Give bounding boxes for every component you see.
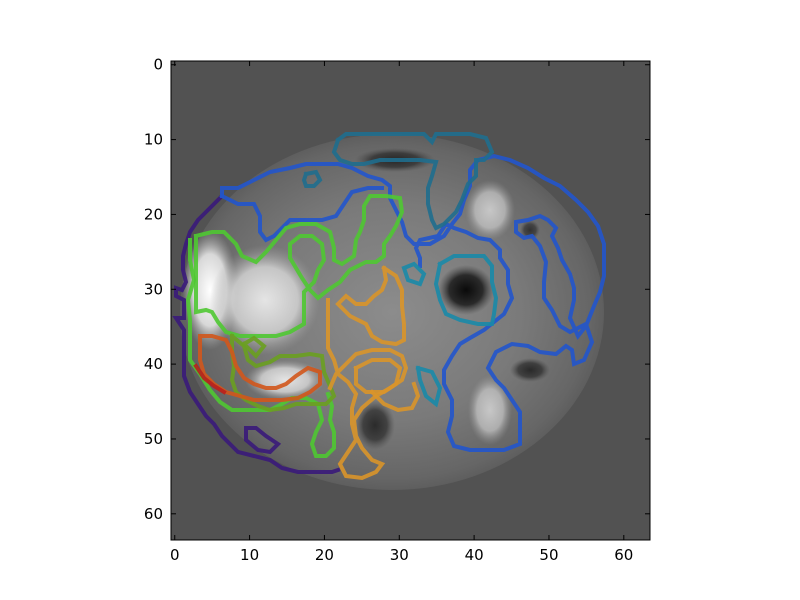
- olive-contour: [229, 333, 337, 413]
- y-tick-label: 10: [144, 131, 163, 149]
- red-contour: [193, 363, 227, 395]
- blue-contour-2: [219, 186, 384, 243]
- green-contour: [193, 194, 405, 338]
- x-tick-label: 0: [170, 546, 180, 564]
- dark-patch-right: [510, 358, 550, 382]
- y-tick-label: 20: [144, 205, 163, 223]
- orange-contour: [335, 265, 406, 347]
- contours: [172, 132, 606, 481]
- y-tick-label: 60: [144, 505, 163, 523]
- teal-small-ring: [301, 169, 323, 188]
- dark-patch-center: [438, 265, 494, 315]
- y-tick-label: 0: [153, 56, 163, 74]
- orange-contour-3: [353, 358, 403, 394]
- green-contour-2: [185, 238, 336, 458]
- x-tick-label: 60: [614, 546, 633, 564]
- x-tick-label: 50: [539, 546, 558, 564]
- x-tick-label: 40: [465, 546, 484, 564]
- x-axis: 0 10 20 30 40 50 60: [170, 61, 633, 564]
- x-tick-label: 20: [315, 546, 334, 564]
- orange-contour-4: [369, 381, 421, 413]
- bright-patch-right: [465, 180, 515, 240]
- y-tick-label: 40: [144, 355, 163, 373]
- olive-small-diamond: [241, 335, 267, 359]
- y-tick-label: 30: [144, 280, 163, 298]
- cyan-contour-2: [401, 261, 427, 287]
- cyan-contour: [433, 254, 499, 326]
- orange-contour-2: [326, 298, 409, 481]
- indigo-contour-2: [244, 426, 282, 455]
- teal-contour: [331, 132, 495, 231]
- image-area: [171, 61, 650, 540]
- indigo-contour: [172, 193, 341, 474]
- bright-patch-right-lower: [468, 375, 512, 445]
- x-tick-label: 10: [240, 546, 259, 564]
- x-tick-label: 30: [390, 546, 409, 564]
- y-axis: 0 10 20 30 40 50 60: [144, 56, 650, 523]
- axes-frame: [170, 60, 651, 541]
- y-tick-label: 50: [144, 430, 163, 448]
- cyan-contour-3: [415, 365, 443, 408]
- blue-contour: [220, 153, 606, 452]
- dark-patch-far-right: [520, 220, 540, 240]
- dark-patch-lower: [355, 400, 395, 450]
- bright-patch-center-left: [210, 245, 320, 355]
